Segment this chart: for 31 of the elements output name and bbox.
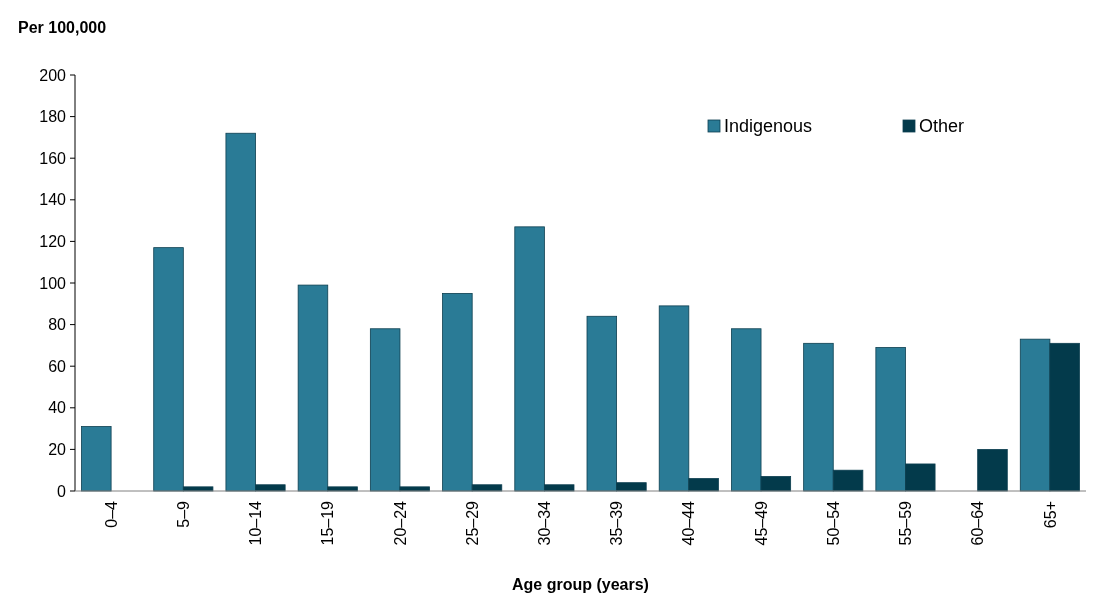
y-tick-label: 180 (39, 108, 67, 126)
y-tick-label: 0 (57, 482, 67, 500)
x-tick-label: 45–49 (752, 500, 770, 546)
y-tick-label: 140 (39, 191, 67, 209)
x-tick-label: 40–44 (680, 500, 698, 546)
y-tick-label: 100 (39, 274, 67, 292)
x-tick-label: 20–24 (391, 500, 409, 546)
x-tick-label: 0–4 (102, 500, 120, 528)
x-tick-label: 30–34 (535, 500, 553, 546)
x-tick-label: 55–59 (897, 500, 915, 546)
x-tick-label: 10–14 (247, 500, 265, 546)
x-tick-label: 15–19 (319, 500, 337, 546)
x-tick-label: 35–39 (608, 500, 626, 546)
y-tick-label: 80 (48, 316, 67, 334)
bar (81, 426, 112, 492)
legend-label: Other (919, 116, 965, 137)
x-tick-label: 50–54 (824, 500, 842, 546)
y-tick-label: 120 (39, 233, 67, 250)
y-tick-label: 20 (48, 441, 67, 458)
y-tick-label: 200 (39, 66, 67, 84)
x-tick-label: 25–29 (463, 500, 481, 546)
x-axis-title: Age group (years) (512, 576, 649, 593)
x-tick-label: 5–9 (174, 500, 192, 528)
x-tick-label: 65+ (1041, 501, 1059, 529)
y-tick-label: 160 (39, 149, 67, 167)
legend-label: Indigenous (724, 116, 813, 137)
y-tick-label: 60 (48, 357, 67, 375)
x-tick-label: 60–64 (969, 500, 987, 546)
y-axis-title: Per 100,000 (18, 19, 107, 36)
bar (977, 449, 1008, 492)
y-tick-label: 40 (48, 399, 67, 417)
